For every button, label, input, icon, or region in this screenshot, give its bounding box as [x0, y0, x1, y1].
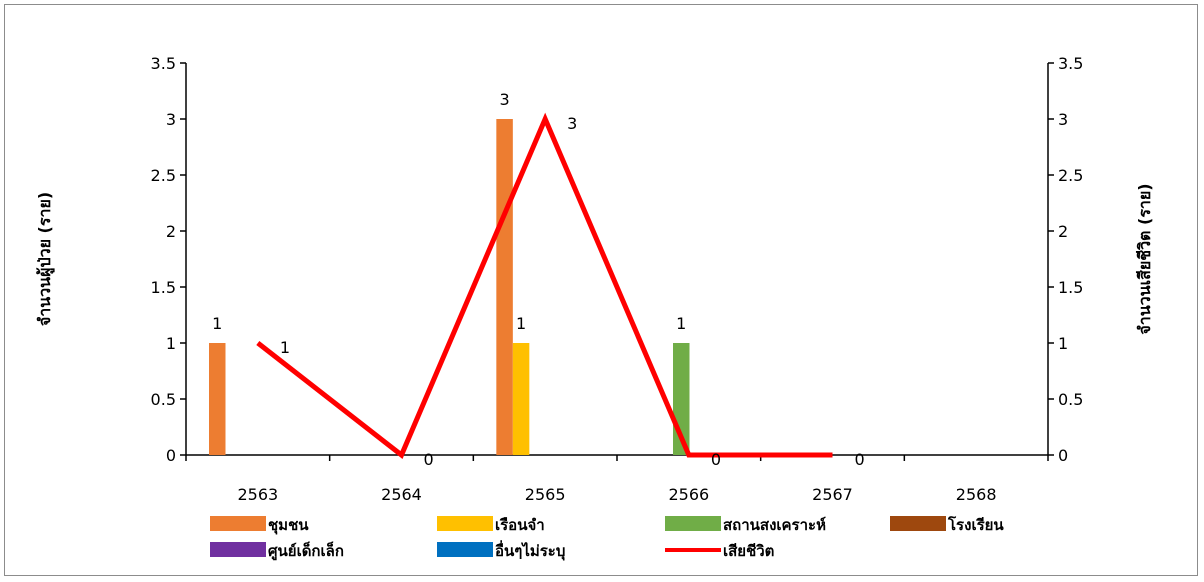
- legend-label: อื่นๆไม่ระบุ: [495, 540, 565, 561]
- legend-swatch: [210, 542, 266, 557]
- y-tick-label-left: 3.5: [151, 54, 176, 73]
- legend-swatch: [665, 516, 721, 531]
- y-axis-title-right: จำนวนเสียชีวิต (ราย): [1135, 183, 1154, 334]
- x-tick-label: 2567: [812, 485, 853, 504]
- legend-label: เรือนจำ: [495, 516, 545, 534]
- legend-swatch: [210, 516, 266, 531]
- y-tick-label-left: 2.5: [151, 166, 176, 185]
- bar-data-label: 1: [516, 314, 526, 333]
- x-tick-label: 2566: [668, 485, 709, 504]
- y-tick-label-left: 0: [166, 446, 176, 465]
- chart-frame: [4, 4, 1198, 576]
- legend-label: ชุมชน: [268, 516, 309, 535]
- legend-label: สถานสงเคราะห์: [723, 516, 826, 534]
- y2-tick-label-right: 0.5: [1058, 390, 1083, 409]
- bar: [496, 119, 513, 455]
- y-tick-label-left: 0.5: [151, 390, 176, 409]
- bar: [209, 343, 226, 455]
- y2-tick-label-right: 1: [1058, 334, 1068, 353]
- legend-label: ศูนย์เด็กเล็ก: [268, 541, 344, 561]
- x-tick-label: 2563: [237, 485, 278, 504]
- y-tick-label-left: 2: [166, 222, 176, 241]
- y-tick-label-left: 1.5: [151, 278, 176, 297]
- bar-data-label: 3: [499, 90, 509, 109]
- legend-swatch: [437, 542, 493, 557]
- legend-swatch: [437, 516, 493, 531]
- y-tick-label-left: 1: [166, 334, 176, 353]
- y2-tick-label-right: 3: [1058, 110, 1068, 129]
- deaths-line: [256, 112, 833, 459]
- line-data-label: 3: [567, 114, 577, 133]
- x-tick-label: 2568: [956, 485, 997, 504]
- x-tick-label: 2564: [381, 485, 422, 504]
- line-data-label: 1: [280, 338, 290, 357]
- bar-data-label: 1: [212, 314, 222, 333]
- line-data-label: 0: [711, 450, 721, 469]
- line-data-label: 0: [424, 450, 434, 469]
- bar-data-label: 1: [676, 314, 686, 333]
- y2-tick-label-right: 0: [1058, 446, 1068, 465]
- legend-swatch: [890, 516, 946, 531]
- legend-label: เสียชีวิต: [723, 542, 774, 560]
- x-tick-label: 2565: [525, 485, 566, 504]
- y2-tick-label-right: 3.5: [1058, 54, 1083, 73]
- y2-tick-label-right: 1.5: [1058, 278, 1083, 297]
- y-tick-label-left: 3: [166, 110, 176, 129]
- y-axis-title-left: จำนวนผู้ป่วย (ราย): [35, 192, 56, 326]
- y2-tick-label-right: 2: [1058, 222, 1068, 241]
- line-data-label: 0: [855, 450, 865, 469]
- legend-label: โรงเรียน: [947, 515, 1004, 534]
- y2-tick-label-right: 2.5: [1058, 166, 1083, 185]
- bar: [512, 343, 530, 455]
